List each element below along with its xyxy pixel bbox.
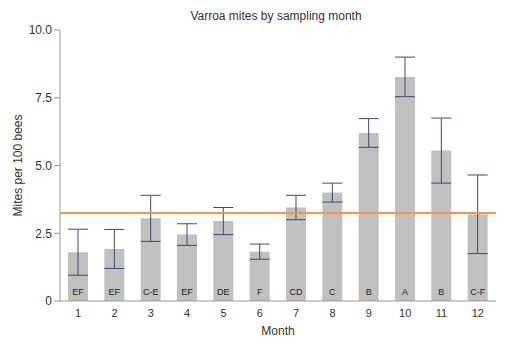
svg-text:Mites per 100 bees: Mites per 100 bees	[11, 114, 25, 216]
svg-text:6: 6	[257, 307, 263, 319]
svg-text:11: 11	[436, 307, 447, 319]
svg-text:Month: Month	[261, 324, 294, 338]
svg-text:B: B	[366, 287, 372, 297]
svg-text:3: 3	[148, 307, 154, 319]
svg-text:4: 4	[184, 307, 190, 319]
svg-text:A: A	[402, 287, 408, 297]
svg-text:1: 1	[75, 307, 81, 319]
svg-text:7: 7	[293, 307, 299, 319]
svg-text:7.5: 7.5	[35, 91, 52, 105]
svg-text:CD: CD	[289, 287, 302, 297]
svg-text:0: 0	[45, 294, 52, 308]
svg-text:C-F: C-F	[470, 287, 485, 297]
svg-text:B: B	[438, 287, 444, 297]
svg-text:9: 9	[366, 307, 372, 319]
svg-text:5.0: 5.0	[35, 159, 52, 173]
svg-text:C: C	[329, 287, 336, 297]
svg-text:2: 2	[111, 307, 117, 319]
html-text:Varroa mites by sampling month: Varroa mites by sampling month	[190, 9, 362, 23]
svg-text:EF: EF	[181, 287, 193, 297]
svg-text:EF: EF	[72, 287, 84, 297]
svg-text:DE: DE	[217, 287, 230, 297]
svg-text:8: 8	[329, 307, 335, 319]
svg-text:2.5: 2.5	[35, 227, 52, 241]
svg-text:EF: EF	[109, 287, 121, 297]
svg-text:12: 12	[472, 307, 484, 319]
svg-text:C-E: C-E	[143, 287, 159, 297]
svg-text:10: 10	[399, 307, 411, 319]
svg-text:10.0: 10.0	[29, 24, 53, 37]
svg-text:F: F	[257, 287, 263, 297]
svg-text:5: 5	[220, 307, 226, 319]
